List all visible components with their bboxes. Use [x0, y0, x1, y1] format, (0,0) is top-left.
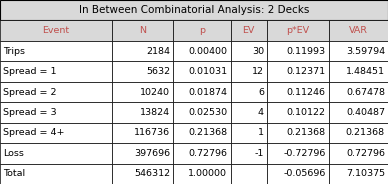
Text: EV: EV [242, 26, 255, 35]
Text: Total: Total [3, 169, 25, 178]
Bar [112, 82, 173, 102]
Bar [329, 102, 388, 123]
Text: 0.00400: 0.00400 [189, 47, 227, 56]
Text: 4: 4 [258, 108, 264, 117]
Text: N: N [139, 26, 146, 35]
Text: 546312: 546312 [134, 169, 170, 178]
Text: 0.02530: 0.02530 [188, 108, 227, 117]
Text: Trips: Trips [3, 47, 25, 56]
Bar [329, 164, 388, 184]
Text: 1.48451: 1.48451 [346, 67, 385, 76]
Text: 0.01874: 0.01874 [189, 88, 227, 96]
Text: 1.00000: 1.00000 [189, 169, 227, 178]
Text: 0.01031: 0.01031 [188, 67, 227, 76]
Text: 0.40487: 0.40487 [346, 108, 385, 117]
Text: p: p [199, 26, 205, 35]
Bar [230, 164, 267, 184]
Bar [173, 20, 230, 41]
Bar [230, 41, 267, 61]
Bar [0, 61, 112, 82]
Bar [173, 164, 230, 184]
Text: VAR: VAR [349, 26, 368, 35]
Text: 0.21368: 0.21368 [188, 128, 227, 137]
Bar [173, 143, 230, 164]
Bar [112, 143, 173, 164]
Bar [0, 102, 112, 123]
Bar [267, 41, 329, 61]
Text: 0.21368: 0.21368 [286, 128, 326, 137]
Text: Spread = 4+: Spread = 4+ [3, 128, 65, 137]
Text: 0.11246: 0.11246 [287, 88, 326, 96]
Text: p*EV: p*EV [286, 26, 309, 35]
Bar [0, 82, 112, 102]
Bar [0, 143, 112, 164]
Bar [173, 61, 230, 82]
Text: Event: Event [42, 26, 69, 35]
Text: 0.21368: 0.21368 [346, 128, 385, 137]
Bar [173, 102, 230, 123]
Text: 7.10375: 7.10375 [346, 169, 385, 178]
Text: 397696: 397696 [134, 149, 170, 158]
Bar [230, 20, 267, 41]
Text: 0.11993: 0.11993 [286, 47, 326, 56]
Bar [329, 82, 388, 102]
Text: 13824: 13824 [140, 108, 170, 117]
Text: 0.12371: 0.12371 [286, 67, 326, 76]
Bar [0, 123, 112, 143]
Text: 30: 30 [252, 47, 264, 56]
Bar [329, 41, 388, 61]
Bar [112, 20, 173, 41]
Text: Loss: Loss [3, 149, 24, 158]
Bar [112, 102, 173, 123]
Text: 3.59794: 3.59794 [346, 47, 385, 56]
Text: 2184: 2184 [146, 47, 170, 56]
Text: In Between Combinatorial Analysis: 2 Decks: In Between Combinatorial Analysis: 2 Dec… [79, 5, 309, 15]
Bar [267, 164, 329, 184]
Text: -0.72796: -0.72796 [283, 149, 326, 158]
Text: Spread = 3: Spread = 3 [3, 108, 57, 117]
Text: -0.05696: -0.05696 [283, 169, 326, 178]
Bar [230, 102, 267, 123]
Bar [112, 164, 173, 184]
Text: Spread = 1: Spread = 1 [3, 67, 57, 76]
Bar [0, 41, 112, 61]
Bar [112, 41, 173, 61]
Bar [329, 20, 388, 41]
Bar [0, 0, 388, 20]
Text: 0.10122: 0.10122 [287, 108, 326, 117]
Bar [267, 20, 329, 41]
Bar [267, 102, 329, 123]
Bar [267, 123, 329, 143]
Bar [329, 123, 388, 143]
Bar [173, 41, 230, 61]
Bar [267, 82, 329, 102]
Bar [0, 20, 112, 41]
Bar [329, 143, 388, 164]
Bar [0, 164, 112, 184]
Text: 6: 6 [258, 88, 264, 96]
Text: 0.72796: 0.72796 [346, 149, 385, 158]
Text: 0.72796: 0.72796 [189, 149, 227, 158]
Bar [329, 61, 388, 82]
Bar [112, 123, 173, 143]
Bar [267, 143, 329, 164]
Bar [173, 123, 230, 143]
Bar [230, 61, 267, 82]
Text: 10240: 10240 [140, 88, 170, 96]
Text: -1: -1 [255, 149, 264, 158]
Text: 1: 1 [258, 128, 264, 137]
Bar [267, 61, 329, 82]
Text: 116736: 116736 [134, 128, 170, 137]
Text: 5632: 5632 [146, 67, 170, 76]
Bar [112, 61, 173, 82]
Bar [230, 123, 267, 143]
Bar [230, 82, 267, 102]
Text: 12: 12 [252, 67, 264, 76]
Bar [230, 143, 267, 164]
Text: Spread = 2: Spread = 2 [3, 88, 57, 96]
Bar [173, 82, 230, 102]
Text: 0.67478: 0.67478 [346, 88, 385, 96]
